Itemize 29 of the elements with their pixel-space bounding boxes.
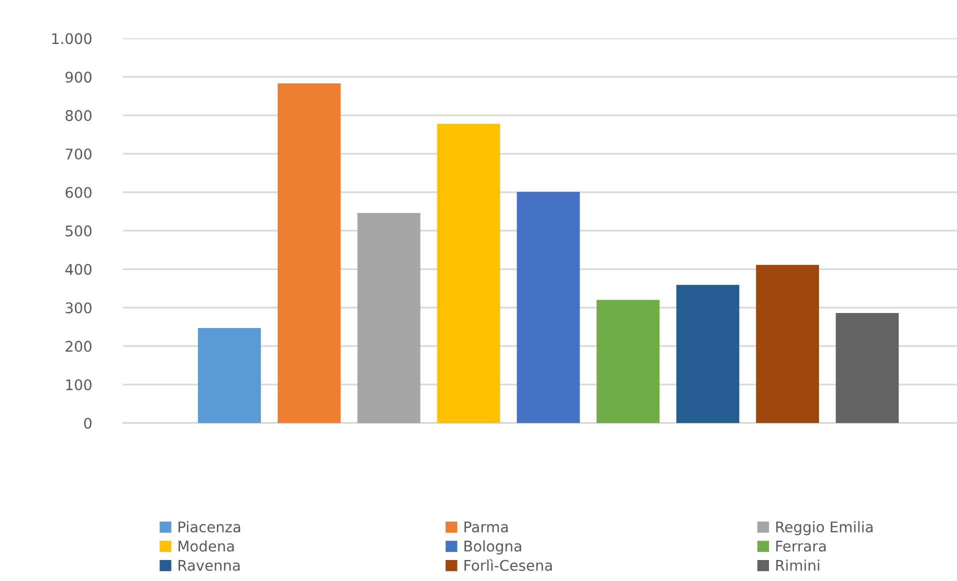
y-tick-label: 100 [66,379,92,390]
bar [836,313,899,423]
y-tick-label: 400 [65,264,92,275]
bar [278,83,341,423]
bar [756,264,820,423]
legend-label: Parma [464,522,508,532]
y-tick-label: 700 [66,148,92,160]
bar [516,192,580,423]
legend-label: Bologna [464,540,522,554]
y-tick-label: 600 [66,186,92,198]
bar [596,300,660,423]
bar [437,124,500,423]
y-tick-label: 900 [66,72,92,83]
bar [676,284,740,423]
y-tick-label: 300 [66,302,92,314]
y-tick-label: 800 [66,110,92,122]
legend-label: Forlì-Cesena [464,558,552,571]
legend-label: Ravenna [178,560,240,571]
legend-label: Modena [178,540,234,552]
y-tick-label: 1.000 [52,33,92,44]
legend-label: Rimini [776,560,820,571]
y-tick-label: 200 [66,340,92,352]
bar [198,328,261,423]
legend-label: Ferrara [776,540,826,552]
bar [357,213,420,423]
legend-label: Piacenza [178,521,240,532]
y-tick-label: 0 [84,418,92,429]
legend-label: Reggio Emilia [776,521,873,536]
y-tick-label: 500 [66,225,92,236]
